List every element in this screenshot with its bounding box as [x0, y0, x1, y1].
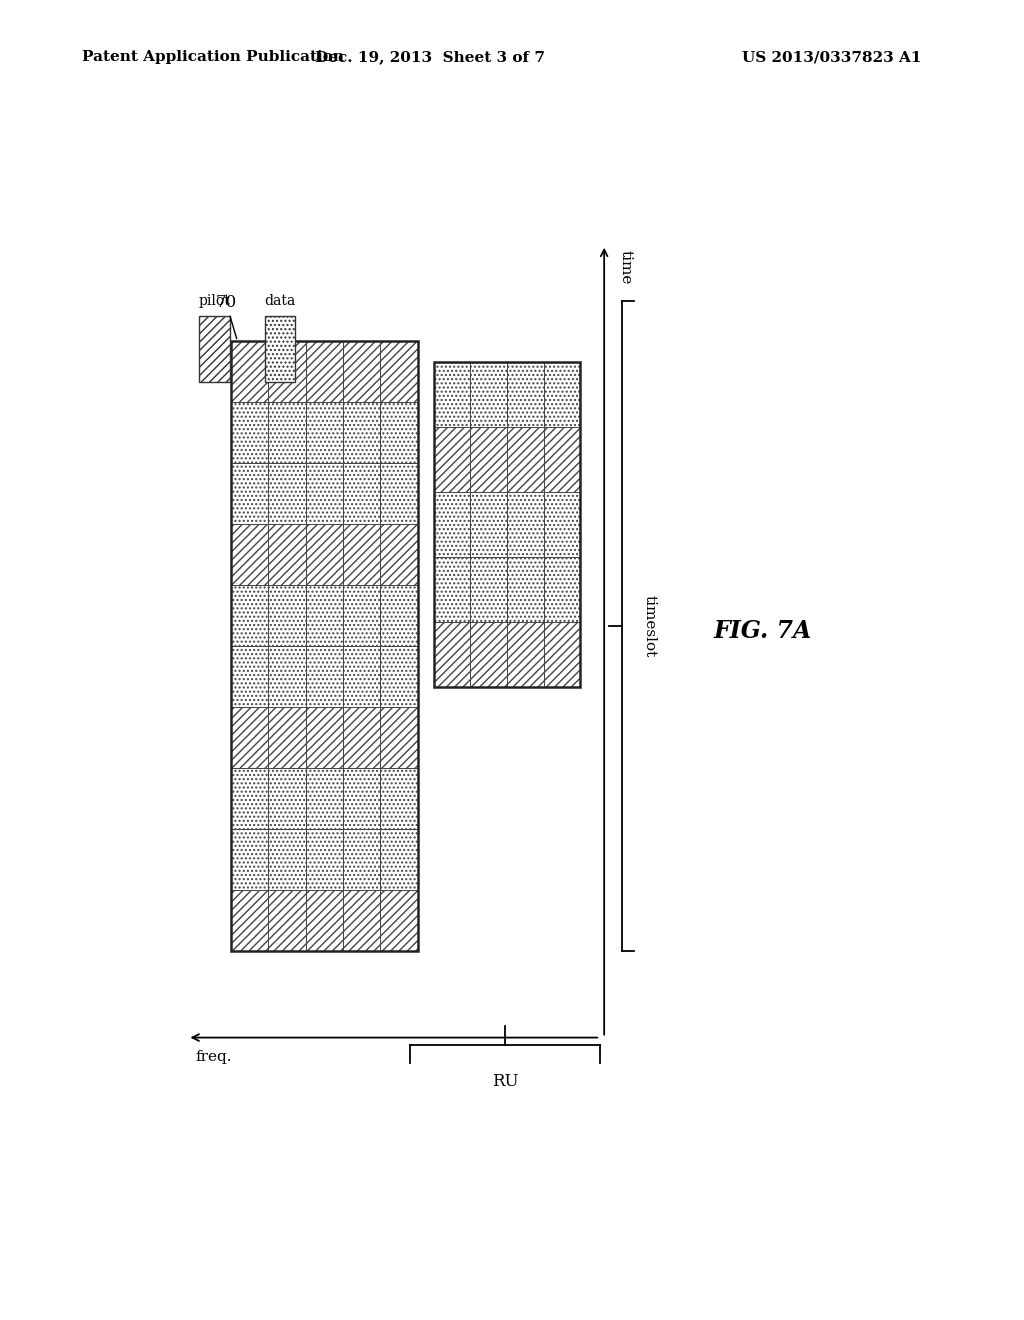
Bar — [268, 342, 306, 403]
Bar — [343, 647, 380, 708]
Bar — [268, 403, 306, 463]
Bar — [268, 768, 306, 829]
Bar — [507, 557, 544, 622]
Bar — [231, 585, 268, 647]
Bar — [231, 403, 268, 463]
Bar — [231, 342, 418, 952]
Bar — [380, 524, 418, 585]
Bar — [433, 557, 470, 622]
Text: 70: 70 — [215, 294, 237, 339]
Bar — [507, 492, 544, 557]
Bar — [343, 708, 380, 768]
Bar — [544, 492, 581, 557]
Bar — [306, 890, 343, 952]
Text: pilot: pilot — [199, 294, 230, 308]
Bar — [231, 829, 268, 890]
Bar — [470, 362, 507, 426]
Bar — [306, 829, 343, 890]
Bar — [380, 708, 418, 768]
Text: FIG. 7A: FIG. 7A — [714, 619, 812, 643]
Bar — [507, 622, 544, 686]
Bar — [470, 622, 507, 686]
Bar — [343, 403, 380, 463]
Bar — [544, 622, 581, 686]
Bar — [268, 829, 306, 890]
Bar — [265, 315, 296, 381]
Bar — [380, 768, 418, 829]
Text: Patent Application Publication: Patent Application Publication — [82, 50, 344, 65]
Bar — [470, 492, 507, 557]
Bar — [433, 622, 470, 686]
Bar — [380, 342, 418, 403]
Bar — [380, 829, 418, 890]
Bar — [306, 768, 343, 829]
Bar — [268, 647, 306, 708]
Bar — [268, 708, 306, 768]
Bar — [306, 342, 343, 403]
Bar — [231, 524, 268, 585]
Text: data: data — [265, 294, 296, 308]
Bar — [306, 403, 343, 463]
Bar — [380, 463, 418, 524]
Bar — [433, 492, 470, 557]
Bar — [380, 647, 418, 708]
Bar — [306, 463, 343, 524]
Bar — [470, 557, 507, 622]
Bar — [343, 463, 380, 524]
Bar — [433, 362, 470, 426]
Bar — [343, 585, 380, 647]
Bar — [268, 585, 306, 647]
Bar — [306, 524, 343, 585]
Bar — [343, 768, 380, 829]
Bar — [380, 585, 418, 647]
Bar — [380, 890, 418, 952]
Text: time: time — [618, 249, 633, 284]
Bar — [433, 362, 581, 686]
Bar — [306, 708, 343, 768]
Text: RU: RU — [492, 1073, 518, 1090]
Bar — [268, 890, 306, 952]
Bar — [343, 342, 380, 403]
Text: US 2013/0337823 A1: US 2013/0337823 A1 — [742, 50, 922, 65]
Bar — [343, 524, 380, 585]
Bar — [268, 524, 306, 585]
Bar — [231, 768, 268, 829]
Text: Dec. 19, 2013  Sheet 3 of 7: Dec. 19, 2013 Sheet 3 of 7 — [315, 50, 545, 65]
Bar — [507, 426, 544, 492]
Bar — [343, 890, 380, 952]
Text: timeslot: timeslot — [642, 595, 656, 657]
Bar — [343, 829, 380, 890]
Text: freq.: freq. — [196, 1049, 232, 1064]
Bar — [200, 315, 229, 381]
Bar — [306, 585, 343, 647]
Bar — [231, 647, 268, 708]
Bar — [544, 557, 581, 622]
Bar — [544, 426, 581, 492]
Bar — [544, 362, 581, 426]
Bar — [507, 362, 544, 426]
Bar — [231, 708, 268, 768]
Bar — [380, 403, 418, 463]
Bar — [231, 463, 268, 524]
Bar — [470, 426, 507, 492]
Bar — [433, 426, 470, 492]
Bar — [231, 342, 268, 403]
Bar — [268, 463, 306, 524]
Bar — [231, 890, 268, 952]
Bar — [306, 647, 343, 708]
